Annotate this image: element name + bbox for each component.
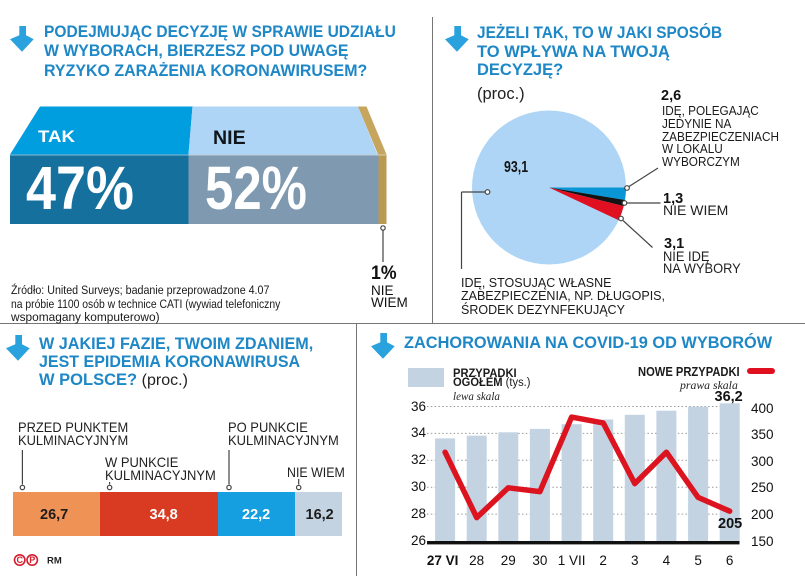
svg-text:C: C xyxy=(16,555,23,565)
svg-text:RM: RM xyxy=(47,556,62,567)
svg-text:P: P xyxy=(29,555,35,565)
